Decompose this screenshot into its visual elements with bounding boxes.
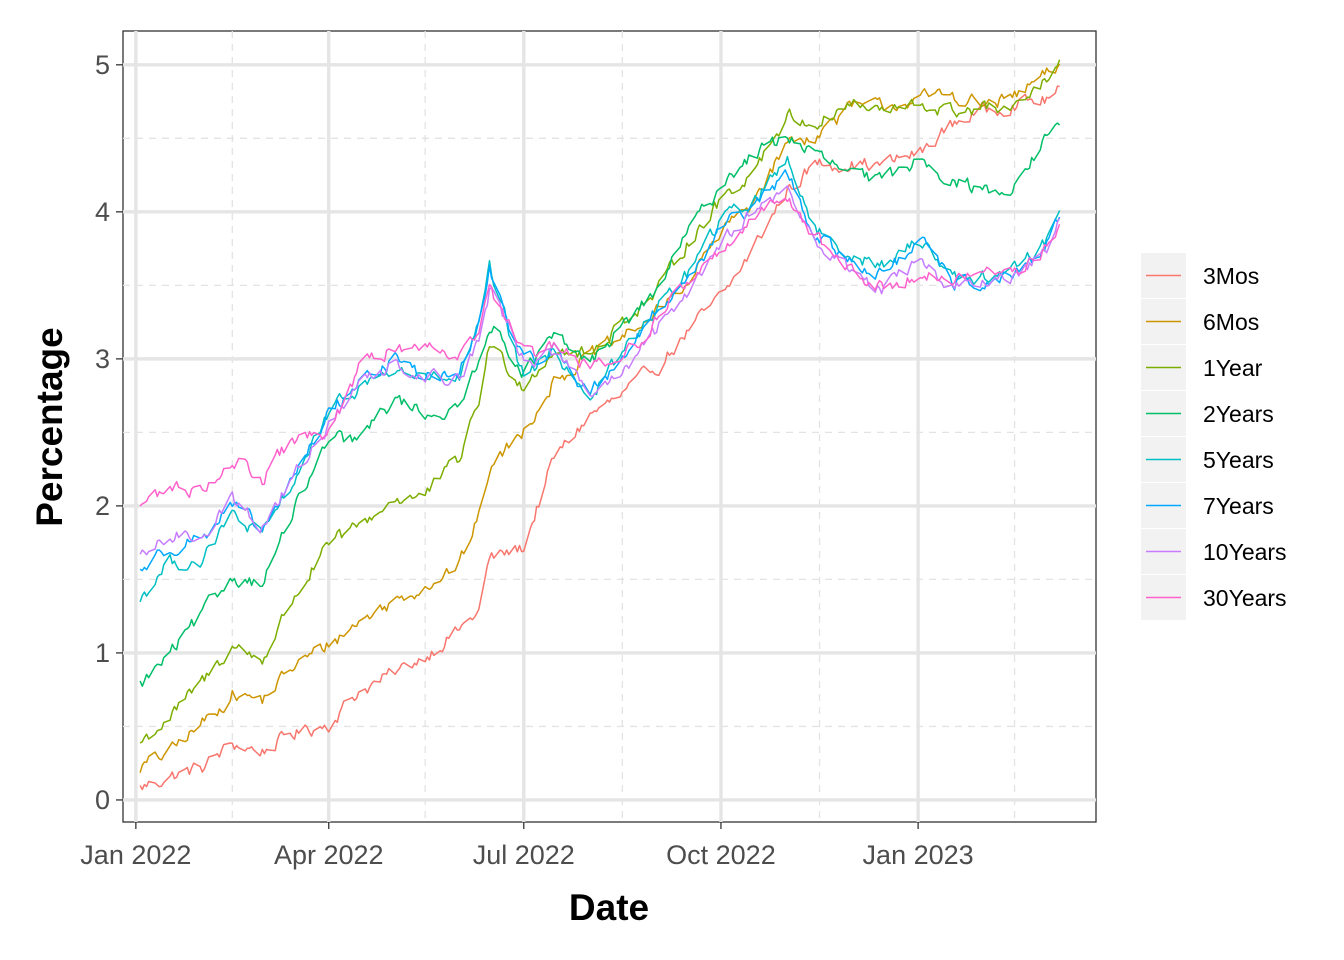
x-axis-title: Date — [569, 887, 649, 928]
legend-label: 10Years — [1203, 539, 1287, 565]
series-line-1year — [139, 59, 1061, 744]
y-tick-label: 4 — [95, 197, 110, 227]
series-line-30years — [139, 197, 1061, 507]
series-line-2years — [139, 122, 1061, 687]
legend-label: 5Years — [1203, 447, 1274, 473]
y-tick-label: 0 — [95, 785, 110, 815]
legend-label: 7Years — [1203, 493, 1274, 519]
legend-label: 6Mos — [1203, 309, 1259, 335]
y-tick-label: 2 — [95, 491, 110, 521]
series-lines — [139, 59, 1061, 791]
plot-panel — [122, 30, 1097, 823]
legend-label: 2Years — [1203, 401, 1274, 427]
legend-label: 3Mos — [1203, 263, 1259, 289]
legend-label: 30Years — [1203, 585, 1287, 611]
y-axis: 0 1 2 3 4 5 — [95, 50, 123, 815]
y-tick-label: 3 — [95, 344, 110, 374]
x-tick-label: Jul 2022 — [473, 840, 575, 870]
legend: 3Mos 6Mos 1Year 2Years 5Years 7Years 10Years 30… — [1141, 253, 1287, 620]
x-tick-label: Jan 2022 — [80, 840, 191, 870]
y-tick-label: 5 — [95, 50, 110, 80]
x-tick-label: Oct 2022 — [666, 840, 776, 870]
x-tick-label: Apr 2022 — [274, 840, 384, 870]
y-axis-title: Percentage — [29, 327, 70, 527]
series-line-5years — [139, 155, 1061, 603]
x-axis: Jan 2022 Apr 2022 Jul 2022 Oct 2022 Jan 2023 — [80, 822, 974, 870]
minor-gridlines — [123, 31, 1096, 822]
x-tick-label: Jan 2023 — [863, 840, 974, 870]
series-line-3mos — [139, 85, 1060, 791]
legend-label: 1Year — [1203, 355, 1263, 381]
y-tick-label: 1 — [95, 638, 110, 668]
series-line-10years — [139, 185, 1061, 556]
major-gridlines — [123, 31, 1096, 822]
